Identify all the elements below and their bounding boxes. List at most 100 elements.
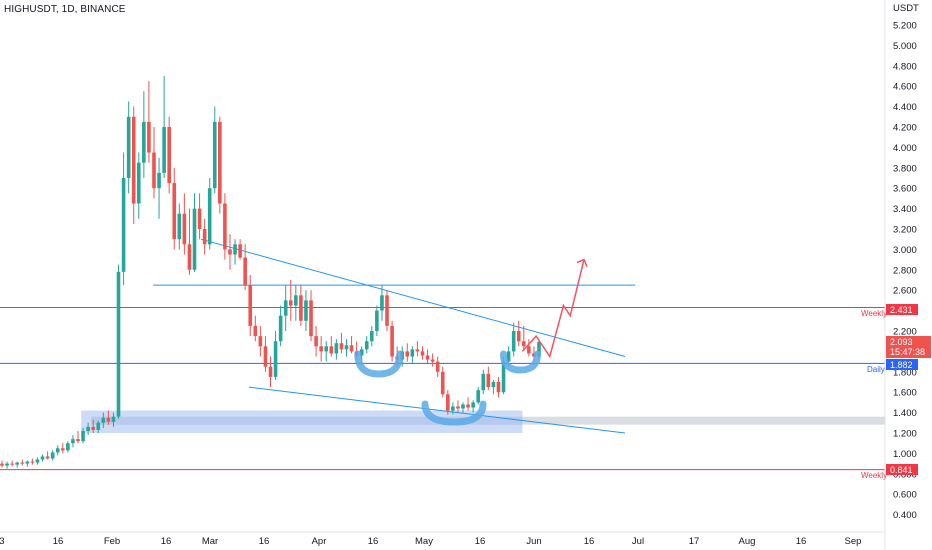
candle-body bbox=[192, 208, 197, 270]
time-tick-label: Jul bbox=[632, 536, 644, 547]
candle-body bbox=[167, 127, 171, 184]
candle-body bbox=[299, 295, 303, 321]
time-tick-label: Mar bbox=[202, 536, 218, 547]
current-price-text: 2.093 bbox=[890, 337, 913, 347]
candle-body bbox=[202, 229, 207, 245]
candle-body bbox=[253, 325, 258, 337]
candle-body bbox=[25, 461, 30, 464]
candle-body bbox=[283, 300, 288, 316]
candle-body bbox=[471, 402, 475, 408]
candle-body bbox=[344, 345, 349, 350]
price-tick-label: 0.600 bbox=[893, 490, 917, 501]
price-tick-label: 1.400 bbox=[893, 408, 917, 419]
candle-body bbox=[278, 315, 283, 342]
time-tick-label: 16 bbox=[796, 536, 807, 547]
candle-body bbox=[339, 343, 344, 350]
candle-body bbox=[223, 203, 227, 250]
candle-body bbox=[5, 463, 9, 466]
candle-body bbox=[258, 336, 263, 347]
candle-body bbox=[55, 448, 60, 453]
candle-body bbox=[537, 341, 541, 357]
candle-body bbox=[172, 183, 177, 240]
price-tick-label: 2.800 bbox=[893, 265, 917, 276]
candle-body bbox=[319, 346, 323, 352]
candle-body bbox=[451, 406, 455, 411]
countdown-text: 15:47:38 bbox=[890, 347, 925, 357]
price-tick-label: 3.800 bbox=[893, 163, 917, 174]
candle-body bbox=[324, 346, 329, 352]
candle-body bbox=[334, 343, 339, 354]
candle-body bbox=[147, 121, 151, 153]
candle-body bbox=[20, 462, 25, 464]
pattern-smile-head bbox=[421, 400, 487, 426]
candle-body bbox=[66, 443, 70, 451]
candle-body bbox=[516, 331, 521, 342]
daily-support-price-text: 1.882 bbox=[890, 360, 913, 370]
price-tick-label: 4.800 bbox=[893, 61, 917, 72]
time-tick-label: 16 bbox=[53, 536, 64, 547]
daily-support-price-tag bbox=[886, 359, 918, 370]
candle-body bbox=[81, 430, 85, 442]
currency-label: USDT bbox=[893, 3, 919, 14]
weekly-support-price-tag bbox=[886, 464, 918, 475]
candle-body bbox=[76, 439, 80, 442]
candle-body bbox=[385, 295, 389, 326]
candle-body bbox=[522, 341, 526, 347]
time-tick-label: Sep bbox=[845, 536, 862, 547]
candle-body bbox=[263, 346, 268, 367]
price-tick-label: 1.200 bbox=[893, 429, 917, 440]
candle-body bbox=[71, 439, 75, 444]
price-tick-label: 2.600 bbox=[893, 286, 917, 297]
candle-body bbox=[491, 382, 496, 388]
resistance-price-text: 2.431 bbox=[890, 305, 913, 315]
price-tick-label: 3.400 bbox=[893, 204, 917, 215]
weekly-bottom-label: Weekly bbox=[861, 471, 887, 480]
price-tick-label: 2.200 bbox=[893, 327, 917, 338]
candle-body bbox=[496, 382, 501, 393]
candle-body bbox=[177, 213, 182, 240]
trendlines-layer bbox=[200, 238, 626, 434]
candle-body bbox=[425, 355, 430, 360]
candle-body bbox=[15, 462, 19, 465]
candle-body bbox=[314, 336, 318, 347]
time-tick-label: Apr bbox=[312, 536, 327, 547]
candle-body bbox=[187, 244, 192, 270]
candle-body bbox=[126, 116, 131, 178]
candle-body bbox=[294, 295, 298, 306]
descending-resistance-trendline bbox=[200, 238, 626, 357]
time-tick-label: Jun bbox=[526, 536, 541, 547]
candle-body bbox=[501, 361, 506, 393]
price-tick-label: 3.600 bbox=[893, 184, 917, 195]
candle-body bbox=[380, 295, 384, 311]
candle-body bbox=[359, 349, 364, 356]
candle-body bbox=[273, 341, 278, 377]
candle-body bbox=[435, 361, 440, 372]
candle-body bbox=[238, 244, 242, 258]
candle-body bbox=[35, 459, 40, 463]
resistance-price-tag bbox=[886, 304, 918, 315]
current-price-tag bbox=[886, 336, 931, 358]
candle-body bbox=[430, 359, 435, 362]
candle-body bbox=[527, 346, 531, 354]
candle-body bbox=[50, 452, 55, 459]
candle-body bbox=[106, 417, 111, 422]
candle-body bbox=[390, 325, 394, 357]
candle-body bbox=[288, 300, 293, 306]
candle-body bbox=[182, 213, 187, 245]
time-tick-label: 16 bbox=[368, 536, 379, 547]
symbol-title: HIGHUSDT, 1D, BINANCE bbox=[4, 4, 126, 15]
price-tick-label: 0.400 bbox=[893, 510, 917, 521]
candle-body bbox=[157, 172, 161, 189]
daily-label: Daily bbox=[867, 365, 885, 374]
candle-body bbox=[111, 416, 116, 422]
time-tick-label: Aug bbox=[739, 536, 756, 547]
pattern-smile-right-shoulder bbox=[499, 350, 541, 374]
time-tick-label: 16 bbox=[259, 536, 270, 547]
candle-body bbox=[40, 456, 45, 460]
demand-zone bbox=[81, 410, 523, 433]
time-tick-label: Feb bbox=[104, 536, 120, 547]
candle-body bbox=[0, 463, 4, 466]
price-tick-label: 4.600 bbox=[893, 82, 917, 93]
